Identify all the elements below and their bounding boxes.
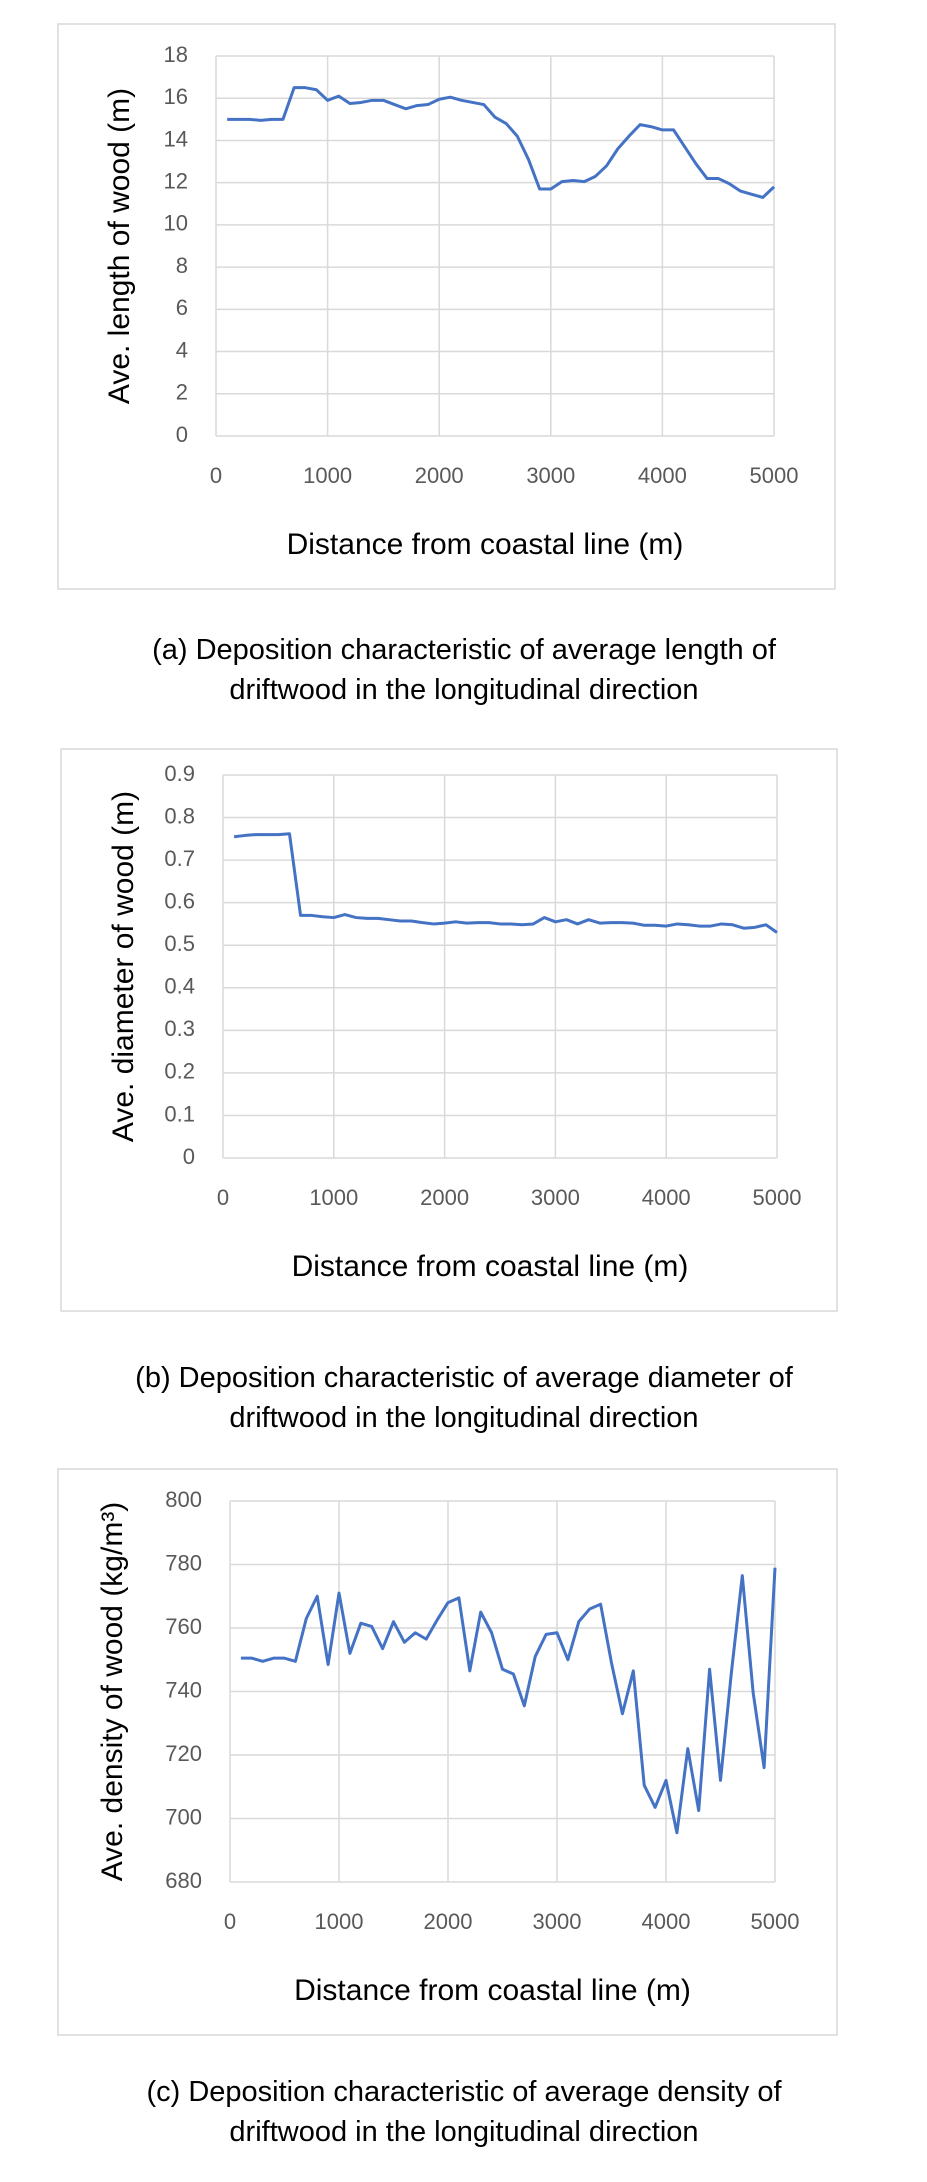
y-tick-label: 780	[165, 1550, 202, 1575]
x-tick-label: 4000	[642, 1909, 691, 1934]
caption: (b) Deposition characteristic of average…	[135, 1362, 793, 1434]
x-axis-label: Distance from coastal line (m)	[294, 1974, 691, 2007]
x-tick-label: 5000	[751, 1909, 800, 1934]
x-axis-label: Distance from coastal line (m)	[287, 528, 684, 561]
chart-frame	[60, 748, 838, 1312]
y-tick-label: 18	[164, 42, 188, 67]
x-tick-label: 0	[217, 1185, 229, 1210]
y-axis-label: Ave. length of wood (m)	[103, 88, 136, 404]
y-tick-label: 760	[165, 1614, 202, 1639]
x-tick-label: 1000	[315, 1909, 364, 1934]
x-tick-label: 3000	[531, 1185, 580, 1210]
y-tick-label: 0.4	[164, 974, 195, 999]
x-tick-label: 0	[224, 1909, 236, 1934]
x-tick-label: 2000	[424, 1909, 473, 1934]
y-tick-label: 10	[164, 211, 188, 236]
y-tick-label: 0.1	[164, 1101, 195, 1126]
y-tick-label: 0.6	[164, 888, 195, 913]
y-tick-label: 740	[165, 1677, 202, 1702]
caption: (a) Deposition characteristic of average…	[152, 634, 776, 706]
x-tick-label: 3000	[533, 1909, 582, 1934]
x-tick-label: 1000	[309, 1185, 358, 1210]
y-tick-label: 0.8	[164, 803, 195, 828]
y-tick-label: 0.7	[164, 846, 195, 871]
y-tick-label: 800	[165, 1487, 202, 1512]
y-tick-label: 0.3	[164, 1016, 195, 1041]
data-line	[227, 86, 776, 199]
x-axis-label: Distance from coastal line (m)	[292, 1250, 689, 1283]
x-tick-label: 4000	[638, 463, 687, 488]
y-tick-label: 0	[176, 422, 188, 447]
y-tick-label: 0	[183, 1144, 195, 1169]
y-tick-label: 4	[176, 337, 188, 362]
y-tick-label: 16	[164, 84, 188, 109]
x-tick-label: 3000	[526, 463, 575, 488]
x-tick-label: 5000	[753, 1185, 802, 1210]
y-tick-label: 12	[164, 168, 188, 193]
y-tick-label: 8	[176, 253, 188, 278]
x-tick-label: 2000	[420, 1185, 469, 1210]
y-tick-label: 720	[165, 1741, 202, 1766]
x-tick-label: 5000	[750, 463, 799, 488]
y-axis-label: Ave. density of wood (kg/m³)	[96, 1502, 129, 1882]
x-tick-label: 0	[210, 463, 222, 488]
chart-frame	[57, 1468, 838, 2036]
y-tick-label: 0.2	[164, 1059, 195, 1084]
caption: (c) Deposition characteristic of average…	[146, 2076, 782, 2148]
y-tick-label: 2	[176, 380, 188, 405]
x-tick-label: 2000	[415, 463, 464, 488]
y-tick-label: 700	[165, 1804, 202, 1829]
chart-frame	[57, 23, 836, 590]
y-axis-label: Ave. diameter of wood (m)	[107, 791, 140, 1142]
y-tick-label: 680	[165, 1868, 202, 1893]
data-line	[240, 1567, 777, 1835]
data-line	[233, 832, 778, 934]
y-tick-label: 0.9	[164, 761, 195, 786]
y-tick-label: 0.5	[164, 931, 195, 956]
y-tick-label: 6	[176, 295, 188, 320]
y-tick-label: 14	[164, 126, 188, 151]
x-tick-label: 4000	[642, 1185, 691, 1210]
x-tick-label: 1000	[303, 463, 352, 488]
